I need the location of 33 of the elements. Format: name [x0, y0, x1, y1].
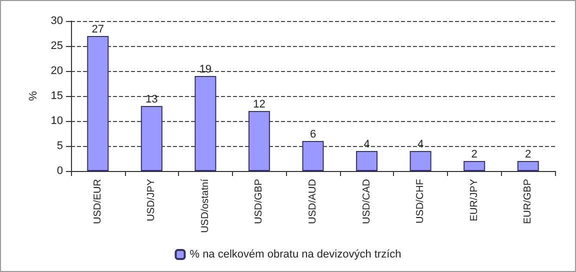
x-tick-label: USD/ostatní [200, 178, 211, 233]
y-axis-title: % [28, 90, 40, 101]
bar [140, 106, 162, 171]
bar [464, 161, 486, 171]
x-tick-label: USD/JPY [146, 178, 158, 222]
y-tick-label: 5 [56, 140, 63, 152]
x-tick-label: EUR/JPY [468, 178, 480, 222]
x-tick-label: USD/CAD [361, 179, 372, 224]
bar [248, 111, 270, 171]
bar [302, 141, 324, 171]
y-tick-label: 25 [50, 40, 63, 52]
bar [87, 36, 109, 171]
data-label: 2 [471, 148, 478, 160]
data-label: 12 [253, 98, 266, 110]
y-tick-label: 0 [56, 165, 63, 177]
x-tick-label: EUR/GBP [522, 178, 534, 224]
data-label: 27 [92, 24, 104, 36]
y-tick-label: 10 [50, 115, 63, 127]
legend-label: % na celkovém obratu na devizových trzích [190, 248, 402, 260]
bar [517, 161, 539, 171]
data-label: 13 [146, 94, 158, 106]
x-tick-label: USD/GBP [254, 178, 265, 224]
x-tick-label: USD/AUD [308, 179, 318, 224]
y-tick-label: 30 [50, 15, 63, 27]
bar [194, 76, 216, 171]
y-tick-label: 15 [50, 90, 63, 102]
x-tick-label: USD/EUR [92, 179, 104, 224]
bar [410, 151, 432, 171]
data-label: 2 [525, 148, 532, 160]
y-tick-label: 20 [50, 65, 63, 77]
x-tick-label: USD/CHF [415, 179, 426, 224]
data-label: 6 [310, 128, 316, 140]
bar [356, 151, 378, 171]
